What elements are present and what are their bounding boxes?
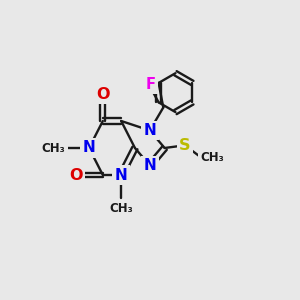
Text: N: N bbox=[83, 140, 95, 155]
Text: F: F bbox=[146, 77, 155, 92]
Text: O: O bbox=[96, 86, 110, 101]
Text: CH₃: CH₃ bbox=[41, 142, 65, 154]
Text: CH₃: CH₃ bbox=[200, 151, 224, 164]
Text: N: N bbox=[115, 167, 128, 182]
Text: S: S bbox=[179, 138, 191, 153]
Text: CH₃: CH₃ bbox=[109, 202, 133, 215]
Text: N: N bbox=[143, 123, 156, 138]
Text: N: N bbox=[143, 158, 156, 173]
Text: O: O bbox=[69, 167, 82, 182]
